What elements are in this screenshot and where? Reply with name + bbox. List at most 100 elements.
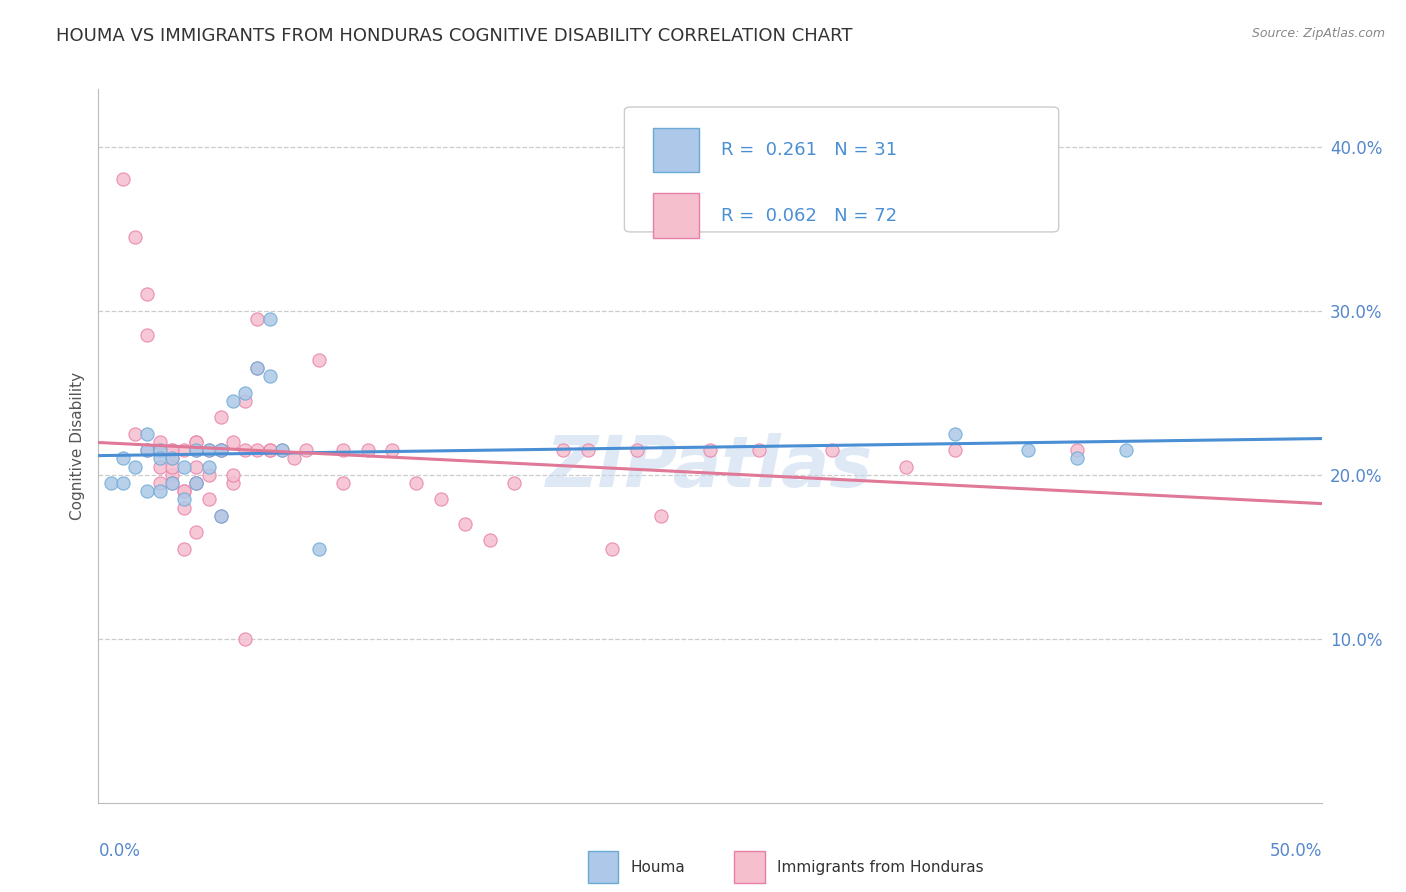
Point — [186, 443, 208, 458]
Point — [197, 467, 219, 482]
Point — [186, 475, 208, 490]
Point — [209, 410, 232, 425]
Text: HOUMA VS IMMIGRANTS FROM HONDURAS COGNITIVE DISABILITY CORRELATION CHART: HOUMA VS IMMIGRANTS FROM HONDURAS COGNIT… — [56, 27, 853, 45]
Point — [626, 443, 648, 458]
Point — [699, 443, 721, 458]
Point — [503, 475, 526, 490]
Point — [259, 311, 281, 326]
Point — [136, 287, 159, 301]
Point — [124, 230, 146, 244]
Point — [160, 459, 183, 474]
Point — [246, 443, 269, 458]
Point — [160, 451, 183, 466]
Point — [111, 475, 134, 490]
Point — [233, 385, 256, 400]
Point — [136, 484, 159, 499]
Point — [160, 467, 183, 482]
Point — [405, 475, 427, 490]
Text: Source: ZipAtlas.com: Source: ZipAtlas.com — [1251, 27, 1385, 40]
Text: Houma: Houma — [630, 860, 685, 874]
Point — [222, 467, 245, 482]
Point — [124, 426, 146, 441]
Point — [295, 443, 318, 458]
Point — [149, 451, 172, 466]
Point — [173, 541, 195, 556]
Point — [149, 443, 172, 458]
Point — [160, 475, 183, 490]
Bar — [588, 851, 619, 883]
Point — [821, 443, 844, 458]
Point — [430, 492, 453, 507]
Point — [111, 172, 134, 186]
Text: R =  0.261   N = 31: R = 0.261 N = 31 — [721, 141, 897, 159]
Point — [222, 434, 245, 449]
Bar — [652, 128, 699, 172]
Point — [173, 484, 195, 499]
Point — [197, 459, 219, 474]
Point — [160, 451, 183, 466]
Point — [173, 443, 195, 458]
Point — [283, 451, 305, 466]
Point — [222, 475, 245, 490]
Point — [332, 475, 354, 490]
Point — [186, 459, 208, 474]
Point — [100, 475, 122, 490]
Text: ZIPatlas: ZIPatlas — [547, 433, 873, 502]
Point — [943, 443, 966, 458]
Point — [894, 459, 917, 474]
Point — [173, 459, 195, 474]
Point — [197, 443, 219, 458]
Point — [186, 443, 208, 458]
Point — [160, 475, 183, 490]
Point — [209, 443, 232, 458]
Text: 50.0%: 50.0% — [1270, 842, 1322, 860]
Point — [308, 541, 330, 556]
Point — [270, 443, 294, 458]
Point — [149, 443, 172, 458]
Point — [356, 443, 378, 458]
Point — [246, 361, 269, 376]
Point — [173, 484, 195, 499]
Point — [209, 443, 232, 458]
Point — [553, 443, 575, 458]
Point — [454, 516, 477, 531]
Point — [186, 525, 208, 540]
Point — [233, 443, 256, 458]
Point — [332, 443, 354, 458]
Point — [160, 443, 183, 458]
Point — [186, 475, 208, 490]
Point — [197, 443, 219, 458]
Point — [1066, 451, 1088, 466]
Point — [149, 475, 172, 490]
Point — [149, 434, 172, 449]
Point — [136, 328, 159, 343]
Point — [381, 443, 404, 458]
Point — [233, 632, 256, 646]
Point — [124, 459, 146, 474]
Text: 0.0%: 0.0% — [98, 842, 141, 860]
Point — [246, 361, 269, 376]
Point — [136, 443, 159, 458]
Point — [1066, 443, 1088, 458]
Point — [209, 508, 232, 523]
Point — [173, 500, 195, 515]
Point — [136, 426, 159, 441]
Point — [136, 443, 159, 458]
Point — [650, 508, 672, 523]
Point — [209, 443, 232, 458]
Point — [748, 443, 770, 458]
Bar — [734, 851, 765, 883]
Point — [149, 443, 172, 458]
Point — [308, 352, 330, 367]
Point — [1115, 443, 1137, 458]
Point — [209, 508, 232, 523]
FancyBboxPatch shape — [624, 107, 1059, 232]
Point — [478, 533, 501, 548]
Point — [576, 443, 599, 458]
Point — [259, 369, 281, 384]
Point — [186, 434, 208, 449]
Text: R =  0.062   N = 72: R = 0.062 N = 72 — [721, 207, 897, 225]
Point — [246, 311, 269, 326]
Point — [160, 443, 183, 458]
Point — [222, 393, 245, 408]
